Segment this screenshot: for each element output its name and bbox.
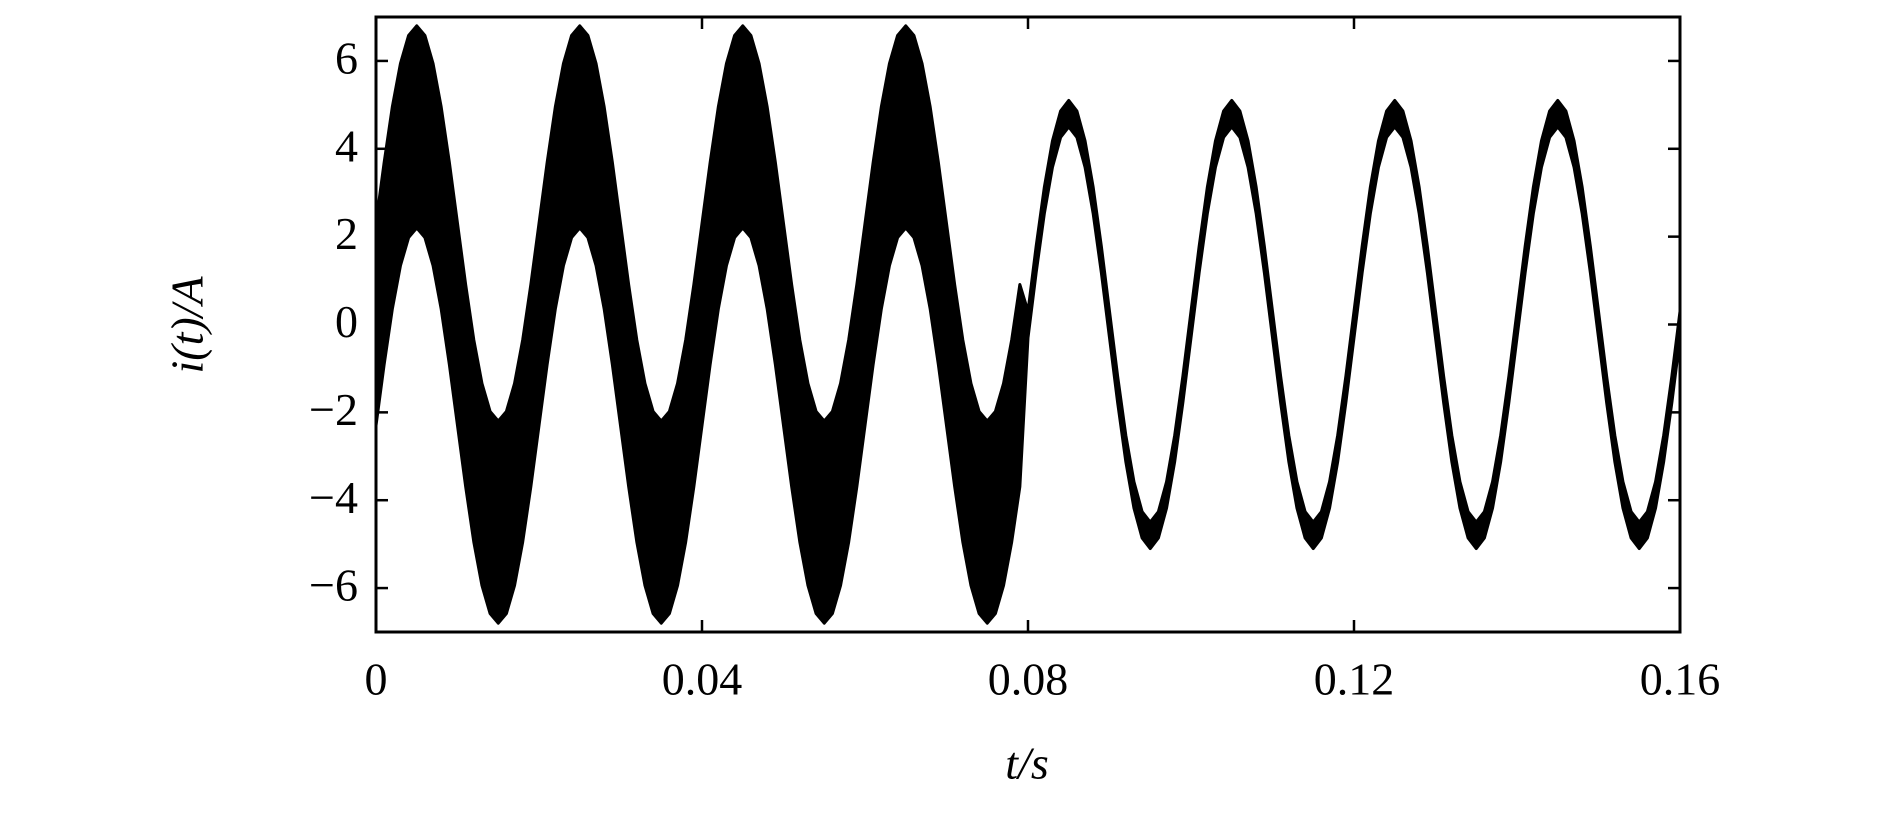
x-tick-label: 0 — [365, 654, 388, 705]
y-tick-label: 0 — [335, 296, 358, 347]
line — [374, 24, 1682, 524]
x-tick-label: 0.16 — [1640, 654, 1721, 705]
band-fill — [376, 25, 1680, 624]
y-tick-label: −6 — [309, 560, 358, 611]
y-tick-label: −2 — [309, 384, 358, 435]
x-tick-label: 0.12 — [1314, 654, 1395, 705]
x-axis-label: t/s — [1005, 738, 1048, 789]
y-tick-label: 4 — [335, 120, 358, 171]
y-tick-label: 2 — [335, 208, 358, 259]
line — [374, 125, 1682, 625]
y-axis-label: i(t)/A — [162, 276, 213, 374]
x-tick-label: 0.08 — [988, 654, 1069, 705]
y-tick-label: 6 — [335, 32, 358, 83]
y-tick-label: −4 — [309, 472, 358, 523]
x-tick-label: 0.04 — [662, 654, 743, 705]
